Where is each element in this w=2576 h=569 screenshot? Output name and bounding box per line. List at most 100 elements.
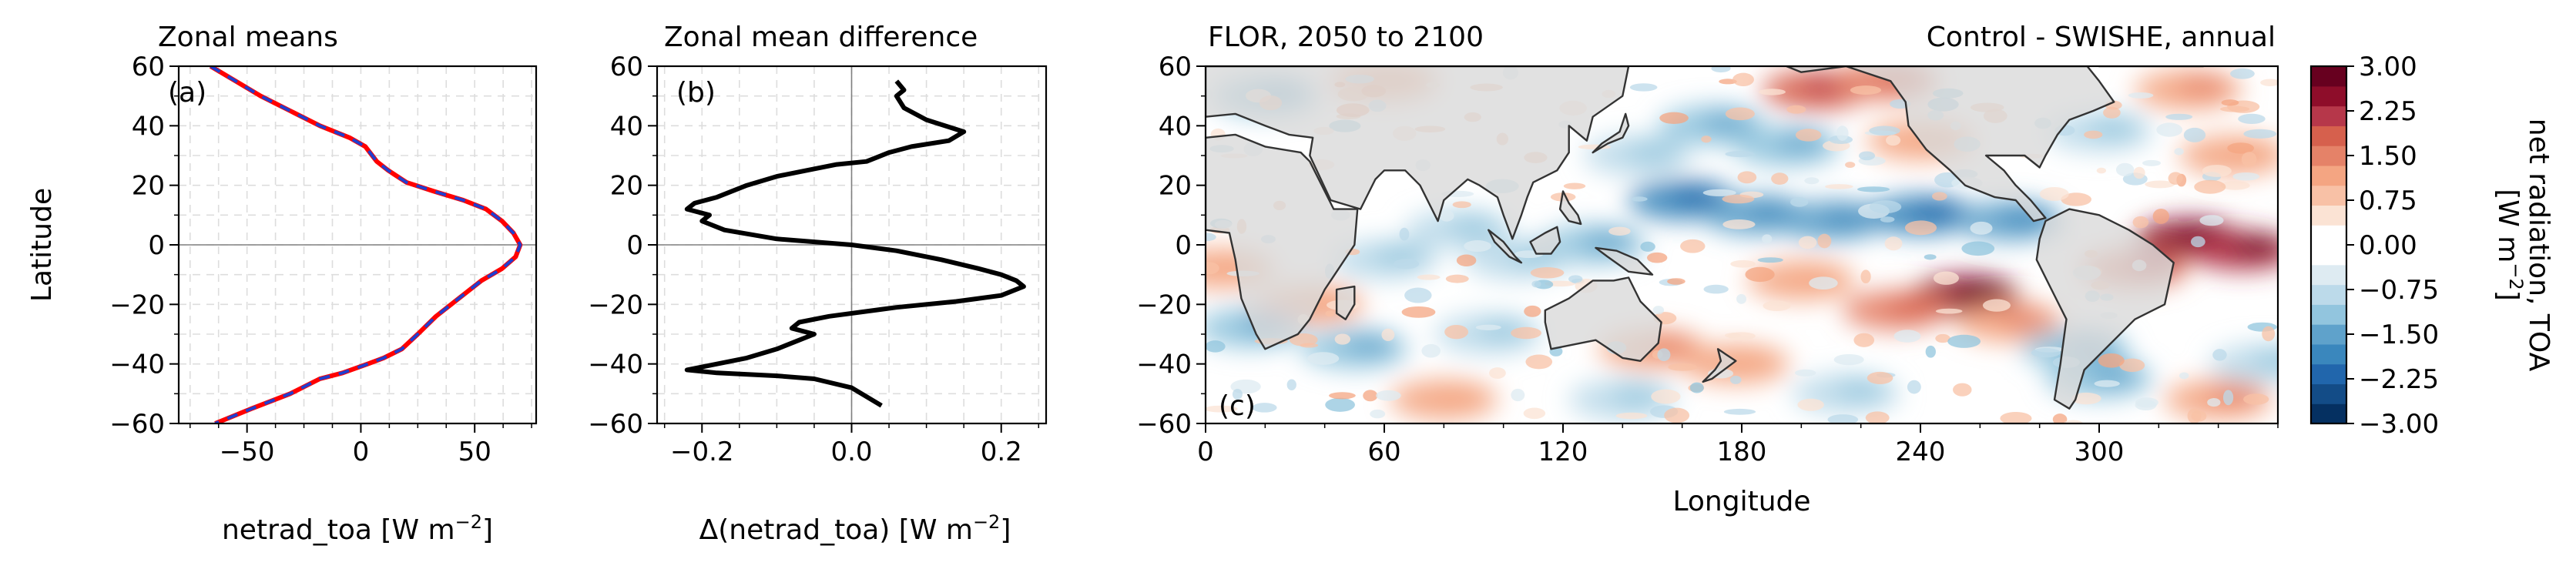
continent-new-guinea — [1595, 246, 1654, 276]
panel-b-ytick-label: 20 — [610, 171, 643, 202]
anomaly-speckle-cell — [1689, 382, 1704, 393]
anomaly-blob-core — [1626, 141, 1679, 161]
anomaly-speckle-cell — [1640, 241, 1655, 252]
anomaly-speckle-cell — [1659, 112, 1689, 124]
anomaly-speckle-cell — [1325, 397, 1355, 412]
anomaly-speckle-cell — [2064, 420, 2083, 423]
anomaly-speckle-cell — [1722, 194, 1755, 204]
anomaly-speckle-cell — [1523, 407, 1546, 420]
anomaly-blob-core — [1447, 215, 1501, 236]
anomaly-blob-core — [1999, 307, 2051, 328]
anomaly-speckle-cell — [1444, 324, 1469, 340]
anomaly-speckle-cell — [1711, 66, 1731, 73]
continent-sumatra — [1488, 229, 1523, 264]
panel-c-xtick-label: 60 — [1367, 437, 1400, 467]
anomaly-speckle-cell — [1884, 236, 1903, 251]
panel-c-ytick-label: −60 — [1136, 409, 1192, 440]
panel-b-xtick-label: 0.0 — [830, 437, 872, 467]
colorbar-tick-label: 1.50 — [2359, 141, 2417, 172]
anomaly-speckle-cell — [1880, 216, 1895, 223]
anomaly-speckle-cell — [1376, 390, 1401, 401]
anomaly-speckle-cell — [1762, 234, 1773, 244]
anomaly-speckle-cell — [1702, 189, 1736, 196]
colorbar-ticks: 3.00 2.25 1.50 0.75 0.00 −0.75 −1.50 −2.25 −3.00 — [2346, 52, 2439, 440]
anomaly-speckle-cell — [2084, 130, 2103, 139]
anomaly-speckle-cell — [1961, 241, 1995, 256]
anomaly-speckle-cell — [2115, 162, 2135, 177]
anomaly-speckle-cell — [1206, 405, 1238, 413]
anomaly-speckle-cell — [1869, 126, 1900, 136]
anomaly-speckle-cell — [1722, 219, 1756, 229]
anomaly-speckle-cell — [1647, 252, 1668, 263]
colorbar-level — [2311, 105, 2346, 126]
anomaly-speckle-cell — [1904, 220, 1937, 236]
panel-a-xtick-label: −50 — [220, 437, 275, 467]
panel-a: Zonal means −60 −40 −20 0 20 40 60 −50 0 50 (a) L… — [26, 22, 538, 546]
anomaly-speckle-cell — [1850, 85, 1882, 95]
anomaly-blob-core — [1954, 280, 2007, 301]
anomaly-speckle-cell — [2132, 216, 2149, 229]
colorbar-level — [2311, 85, 2346, 107]
anomaly-speckle-cell — [1289, 333, 1318, 346]
panel-c-ticks: −60 −40 −20 0 20 40 60 0 60 120 180 240 300 — [1136, 52, 2279, 467]
anomaly-speckle-cell — [2128, 92, 2154, 99]
anomaly-speckle-cell — [1206, 340, 1226, 353]
continent-philippines — [1558, 190, 1582, 226]
anomaly-speckle-cell — [2103, 106, 2121, 119]
panel-b-ytick-label: 60 — [610, 52, 643, 82]
anomaly-speckle-cell — [2262, 326, 2276, 342]
colorbar-tick-label: 0.00 — [2359, 230, 2417, 261]
anomaly-blob-core — [1835, 379, 1888, 400]
panel-a-series-line-1 — [210, 66, 522, 423]
anomaly-speckle-cell — [2207, 398, 2221, 407]
anomaly-speckle-cell — [1982, 299, 2011, 312]
continent-borneo — [1529, 226, 1561, 255]
panel-b-label: (b) — [676, 77, 716, 109]
panel-c-xtick-label: 120 — [1538, 437, 1588, 467]
anomaly-speckle-cell — [2000, 411, 2032, 423]
panel-c-xtick-label: 300 — [2075, 437, 2125, 467]
anomaly-speckle-cell — [1725, 107, 1755, 121]
anomaly-speckle-cell — [1370, 409, 1386, 419]
anomaly-speckle-cell — [1931, 192, 1947, 201]
panel-c-ytick-label: 40 — [1159, 111, 1192, 142]
anomaly-speckle-cell — [1933, 271, 1959, 285]
colorbar-level — [2311, 264, 2346, 286]
anomaly-speckle-cell — [1300, 343, 1319, 348]
anomaly-speckle-cell — [1631, 196, 1648, 202]
anomaly-speckle-cell — [1381, 328, 1395, 342]
anomaly-speckle-cell — [2052, 413, 2068, 423]
colorbar-tick-label: −3.00 — [2359, 409, 2439, 440]
anomaly-speckle-cell — [1664, 407, 1690, 423]
panel-a-xtick-label: 0 — [353, 437, 370, 467]
panel-a-ytick-label: 0 — [148, 230, 165, 261]
anomaly-speckle-cell — [1307, 352, 1340, 365]
anomaly-speckle-cell — [1701, 136, 1712, 143]
anomaly-speckle-cell — [1763, 300, 1791, 311]
panel-c-title-left: FLOR, 2050 to 2100 — [1208, 22, 1484, 53]
continent-madagascar — [1335, 285, 1356, 320]
anomaly-speckle-cell — [1736, 293, 1747, 304]
panel-a-ylabel: Latitude — [26, 188, 58, 302]
continent-new-zealand — [1702, 348, 1737, 383]
anomaly-speckle-cell — [1935, 308, 1963, 314]
panel-c-ytick-label: −20 — [1136, 290, 1192, 320]
anomaly-speckle-cell — [2243, 129, 2277, 139]
anomaly-speckle-cell — [1924, 254, 1937, 260]
anomaly-speckle-cell — [1719, 79, 1737, 85]
anomaly-speckle-cell — [1730, 259, 1756, 268]
panel-b-xtick-label: 0.2 — [981, 437, 1022, 467]
anomaly-speckle-cell — [2190, 236, 2205, 248]
colorbar: 3.00 2.25 1.50 0.75 0.00 −0.75 −1.50 −2.25 −3.00… — [2309, 52, 2554, 440]
panel-a-title: Zonal means — [158, 22, 338, 53]
panel-b: Zonal mean difference −60 −40 −20 0 20 40 60 −0… — [588, 22, 1048, 546]
anomaly-speckle-cell — [1809, 276, 1838, 290]
colorbar-levels — [2311, 66, 2346, 424]
anomaly-speckle-cell — [1629, 83, 1658, 92]
anomaly-speckle-cell — [1953, 383, 1972, 397]
anomaly-speckle-cell — [1907, 380, 1921, 394]
map-area — [1206, 66, 2278, 423]
anomaly-speckle-cell — [2238, 113, 2266, 124]
anomaly-speckle-cell — [1286, 379, 1296, 391]
